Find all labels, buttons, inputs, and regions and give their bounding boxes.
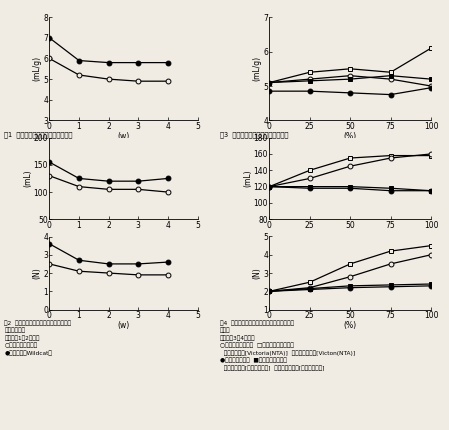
Text: 図4  ブレンド小麦粉生地の破断力、真空生地
膨張量
凡例（図3、4共通）
○中力粉＋超強力粉  □単強力粉＋超強力粉
  （ホタジン）[Victoria(NT: 図4 ブレンド小麦粉生地の破断力、真空生地 膨張量 凡例（図3、4共通） ○中力…	[220, 320, 355, 371]
Y-axis label: (N): (N)	[33, 267, 42, 279]
X-axis label: (w): (w)	[117, 132, 130, 141]
Y-axis label: (mL): (mL)	[23, 170, 32, 187]
Y-axis label: (mL/g): (mL/g)	[33, 56, 42, 81]
Y-axis label: (mL): (mL)	[243, 170, 252, 187]
Text: 図1  比容積に対する冷凍期間の影響: 図1 比容積に対する冷凍期間の影響	[4, 131, 73, 138]
Y-axis label: (N): (N)	[253, 267, 262, 279]
Text: 図3  ブレンド小麦粉の製パン比容積: 図3 ブレンド小麦粉の製パン比容積	[220, 131, 288, 138]
X-axis label: (%): (%)	[343, 132, 357, 141]
X-axis label: (w): (w)	[117, 321, 130, 330]
X-axis label: (%): (%)	[343, 321, 357, 330]
Text: 図2  破断力、真空生地膨張量に対する冷
凍期間の影響
凡例（図1、2共通）
○強力粉（市販品）
●超強力粉（Wildcat）: 図2 破断力、真空生地膨張量に対する冷 凍期間の影響 凡例（図1、2共通） ○強…	[4, 320, 71, 356]
Y-axis label: (mL/g): (mL/g)	[253, 56, 262, 81]
